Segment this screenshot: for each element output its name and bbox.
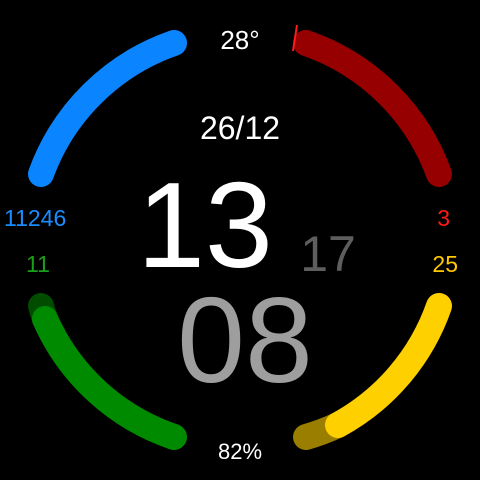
steps-count: 11246 xyxy=(4,205,67,231)
red-progress-arc xyxy=(293,30,452,187)
right-upper-value: 3 xyxy=(437,205,450,231)
time-second: 17 xyxy=(300,226,356,282)
steps-progress-arc xyxy=(28,30,187,187)
time-hour: 13 xyxy=(137,157,273,293)
green-progress-arc xyxy=(32,306,187,450)
left-lower-value: 11 xyxy=(26,251,50,277)
right-lower-value: 25 xyxy=(432,251,458,277)
time-minute: 08 xyxy=(177,272,313,408)
weather-temperature: 28° xyxy=(220,25,260,55)
yellow-progress-arc xyxy=(325,293,452,438)
red-arc-marker xyxy=(292,24,298,52)
date-label: 26/12 xyxy=(199,110,281,146)
battery-percent: 82% xyxy=(217,439,263,464)
